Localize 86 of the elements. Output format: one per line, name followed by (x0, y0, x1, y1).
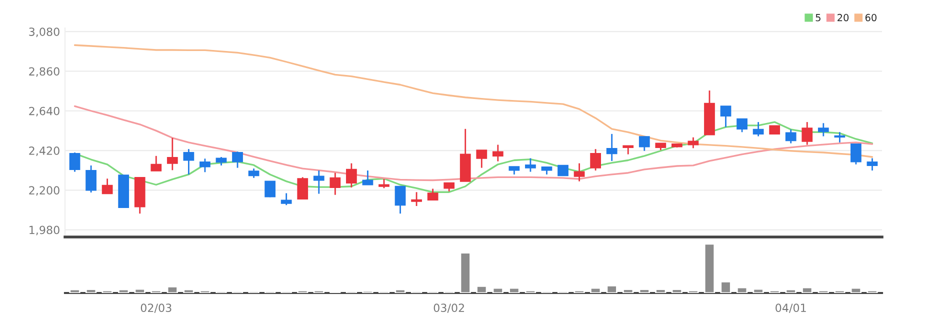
bar (524, 290, 536, 293)
bar (199, 290, 211, 293)
candlestick (850, 143, 862, 166)
candlestick (736, 118, 748, 133)
y-tick-label: 2,420 (29, 146, 60, 156)
candlestick (752, 121, 764, 137)
candlestick (818, 122, 829, 137)
candlestick (330, 172, 341, 196)
bar (394, 288, 406, 293)
candlestick (313, 170, 324, 194)
candlestick (69, 152, 80, 172)
bar (183, 288, 194, 293)
candlestick (248, 168, 260, 179)
candlestick (558, 164, 568, 176)
bar (671, 288, 683, 293)
bar (492, 287, 504, 293)
candlestick (150, 155, 162, 172)
bar (736, 286, 748, 293)
y-tick-label: 2,860 (29, 67, 60, 77)
candlestick (492, 144, 504, 162)
bar (476, 285, 488, 293)
bar (818, 290, 829, 293)
candlestick (232, 150, 243, 169)
candlestick (411, 191, 422, 207)
candlestick (427, 188, 438, 201)
candlestick (638, 136, 650, 152)
candlestick (200, 158, 210, 173)
x-tick-label: 04/01 (776, 304, 806, 313)
bar (85, 288, 97, 293)
candlestick (866, 158, 878, 172)
candlestick (476, 149, 488, 169)
bar (69, 288, 80, 293)
y-tick-label: 2,640 (29, 106, 60, 116)
bar (866, 290, 878, 293)
bar (752, 288, 764, 293)
candlestick (297, 176, 308, 200)
bar (297, 290, 308, 293)
candlestick (362, 170, 374, 186)
candlestick (166, 137, 178, 171)
bar (655, 288, 666, 293)
candlestick (183, 148, 194, 176)
bar (688, 290, 699, 293)
bar (313, 290, 324, 293)
y-tick-label: 3,080 (29, 28, 60, 38)
bar (622, 288, 634, 293)
candlestick (525, 158, 536, 172)
bar (606, 284, 618, 293)
bar (638, 288, 650, 293)
bar (769, 290, 780, 293)
y-tick-label: 1,980 (30, 226, 60, 236)
bar (574, 290, 585, 293)
bar (834, 290, 846, 293)
candlestick (280, 192, 292, 206)
candlestick (86, 164, 96, 194)
bar (166, 286, 178, 293)
bar (704, 243, 716, 293)
candlestick (102, 178, 113, 194)
candlestick (785, 128, 796, 144)
bar (785, 288, 796, 293)
bar (118, 288, 130, 293)
bar (590, 287, 602, 293)
candlestick (802, 121, 813, 146)
bar (134, 288, 146, 293)
candlestick (720, 106, 732, 128)
candlestick (834, 131, 846, 144)
candlestick (574, 162, 585, 182)
bar (850, 287, 862, 293)
candlestick (378, 178, 390, 189)
legend-label: 20 (838, 14, 849, 22)
x-tick-label: 02/03 (140, 304, 172, 313)
y-tick-label: 2,200 (29, 186, 60, 196)
bar (508, 287, 520, 293)
bar (102, 290, 113, 293)
bar (460, 252, 471, 293)
candlestick (394, 186, 406, 214)
legend-label: 60 (865, 14, 876, 22)
candlestick (688, 136, 699, 149)
candlestick (264, 180, 276, 198)
legend-label: 5 (816, 14, 820, 22)
bar (150, 290, 162, 293)
bar (720, 281, 732, 293)
candlestick (590, 148, 601, 172)
x-tick-label: 03/02 (434, 304, 464, 313)
candlestick (606, 133, 618, 162)
candlestick (346, 162, 357, 188)
bar (802, 286, 813, 293)
